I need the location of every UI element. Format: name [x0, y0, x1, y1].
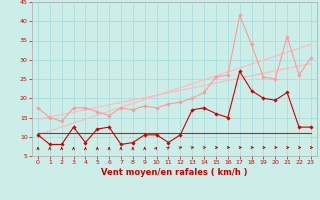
X-axis label: Vent moyen/en rafales ( km/h ): Vent moyen/en rafales ( km/h ) — [101, 168, 248, 177]
